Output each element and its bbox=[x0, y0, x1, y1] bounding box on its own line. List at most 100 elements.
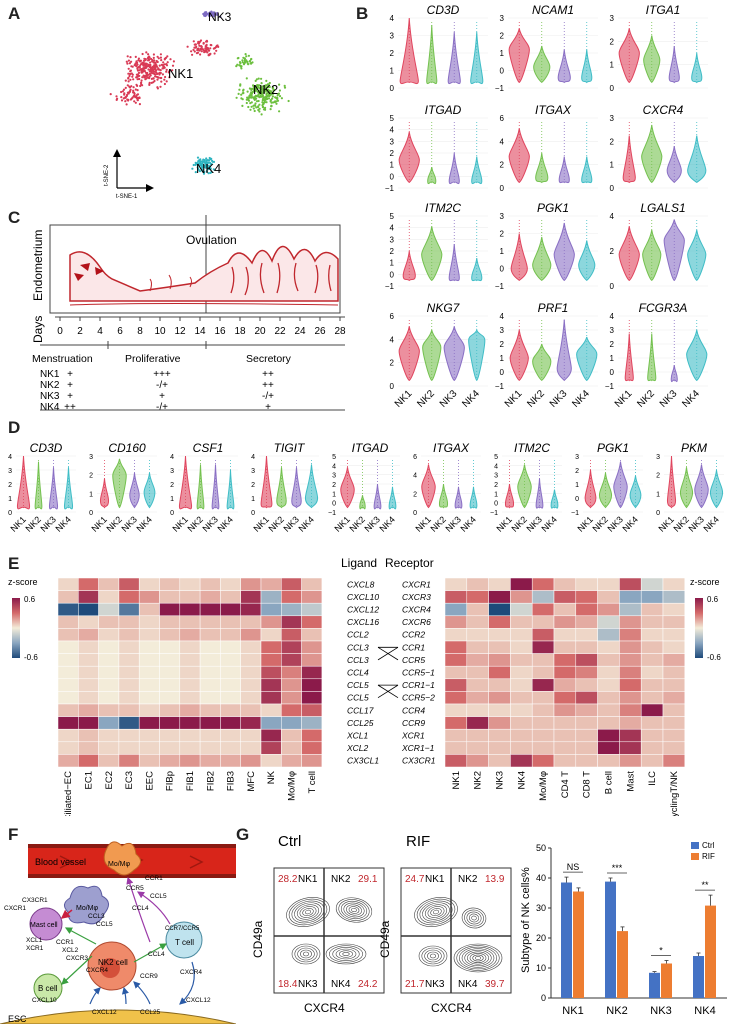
heatmap-cell bbox=[57, 665, 79, 680]
y-tick-label: 3 bbox=[8, 468, 12, 475]
heatmap-cell bbox=[575, 615, 598, 629]
phase-proliferative: Proliferative bbox=[125, 353, 181, 365]
heatmap-cell bbox=[220, 678, 241, 692]
heatmap-cell bbox=[98, 741, 120, 755]
heatmap-cell bbox=[640, 678, 664, 692]
tsne-point bbox=[255, 88, 258, 91]
tsne-point bbox=[240, 93, 243, 96]
y-tick-label: 5 bbox=[390, 212, 395, 221]
group-label: NK4 bbox=[296, 514, 315, 533]
heatmap-cell bbox=[575, 653, 598, 667]
y-tick-label: −1 bbox=[490, 510, 498, 517]
heatmap-cell bbox=[98, 653, 120, 667]
y-tick-label: 10 bbox=[536, 963, 546, 973]
gene-title: CD3D bbox=[427, 3, 460, 17]
heatmap-cell bbox=[179, 691, 201, 705]
tsne-point bbox=[133, 94, 136, 97]
heatmap-cell bbox=[260, 602, 282, 617]
heatmap-column-label: CD8 T bbox=[582, 771, 593, 798]
tsne-point bbox=[138, 103, 141, 106]
group-label: NK2 bbox=[525, 388, 547, 410]
tsne-point bbox=[252, 107, 255, 110]
contours-rif bbox=[414, 897, 503, 973]
cluster-label-nk2: NK2 bbox=[253, 82, 278, 97]
heatmap-cell bbox=[301, 665, 323, 680]
days-label: Days bbox=[31, 316, 45, 343]
tsne-point bbox=[122, 88, 126, 91]
y-tick-label: 3 bbox=[390, 32, 395, 41]
legend-swatch bbox=[691, 853, 699, 860]
tsne-point bbox=[267, 97, 271, 100]
heatmap-cell bbox=[640, 703, 664, 717]
tsne-point bbox=[238, 61, 242, 64]
contour-line bbox=[464, 949, 492, 967]
group-label: NK4 bbox=[134, 514, 153, 533]
contour-line bbox=[332, 947, 360, 962]
heatmap-cell bbox=[640, 602, 664, 617]
contour-line bbox=[338, 899, 370, 921]
y-tick-label: 1 bbox=[610, 61, 615, 70]
tsne-point bbox=[160, 80, 163, 83]
contour-line bbox=[472, 954, 484, 962]
heatmap-cell bbox=[531, 716, 555, 730]
heatmap-cell bbox=[575, 754, 598, 768]
heatmap-cell bbox=[118, 703, 140, 717]
y-tick-label: 3 bbox=[494, 473, 498, 480]
heatmap-cell bbox=[138, 728, 160, 743]
heatmap-cell bbox=[553, 615, 577, 629]
heatmap-cell bbox=[301, 640, 323, 654]
heatmap-cell bbox=[179, 665, 201, 680]
tsne-point bbox=[125, 94, 128, 98]
tsne-point bbox=[156, 55, 159, 58]
heatmap-cell bbox=[220, 653, 241, 667]
tsne-point bbox=[163, 78, 166, 81]
tsne-point bbox=[193, 50, 196, 53]
tsne-point bbox=[129, 78, 132, 81]
tsne-point bbox=[200, 48, 203, 51]
diagram-label: CCL25 bbox=[140, 1009, 161, 1016]
heatmap-cell bbox=[159, 716, 181, 730]
heatmap-cell bbox=[240, 678, 262, 692]
tsne-point bbox=[253, 96, 256, 99]
y-tick-label: 0 bbox=[575, 496, 579, 503]
tsne-point bbox=[257, 99, 260, 103]
tsne-point bbox=[147, 65, 150, 68]
contour-line bbox=[294, 902, 322, 922]
contour-line bbox=[297, 947, 315, 961]
heatmap-cell bbox=[531, 703, 555, 717]
heatmap-cell bbox=[240, 728, 262, 743]
heatmap-cell bbox=[619, 653, 642, 667]
bar-category-label: NK1 bbox=[562, 1005, 583, 1017]
tsne-point bbox=[158, 72, 161, 75]
y-tick-label: 2 bbox=[575, 468, 579, 475]
violin-shape bbox=[226, 469, 235, 510]
tsne-point bbox=[263, 98, 266, 101]
heatmap-cell bbox=[179, 703, 201, 717]
tsne-point bbox=[212, 168, 215, 171]
heatmap-cell bbox=[597, 628, 620, 642]
tsne-point bbox=[172, 60, 175, 63]
heatmap-cell bbox=[553, 665, 577, 680]
tsne-point bbox=[192, 40, 195, 43]
heatmap-cell bbox=[78, 754, 99, 768]
diagram-label: CCR1 bbox=[56, 939, 74, 946]
heatmap-cell bbox=[138, 703, 160, 717]
y-tick-label: 0 bbox=[413, 510, 417, 517]
heatmap-cell bbox=[57, 653, 79, 667]
tsne-point bbox=[154, 73, 157, 76]
gene-title: CD3D bbox=[30, 441, 63, 455]
tsne-point bbox=[141, 84, 144, 87]
legend-label: RIF bbox=[702, 852, 715, 861]
heatmap-cell bbox=[597, 728, 620, 743]
heatmap-cell bbox=[138, 577, 160, 591]
tsne-point bbox=[123, 92, 126, 95]
tsne-point bbox=[156, 78, 159, 81]
gene-title: TIGIT bbox=[274, 441, 306, 455]
heatmap-cell bbox=[301, 653, 323, 667]
tsne-point bbox=[207, 168, 210, 171]
tsne-point bbox=[207, 12, 210, 15]
tsne-point bbox=[248, 60, 251, 63]
tsne-point bbox=[167, 71, 170, 74]
heatmap-cell bbox=[98, 640, 120, 654]
